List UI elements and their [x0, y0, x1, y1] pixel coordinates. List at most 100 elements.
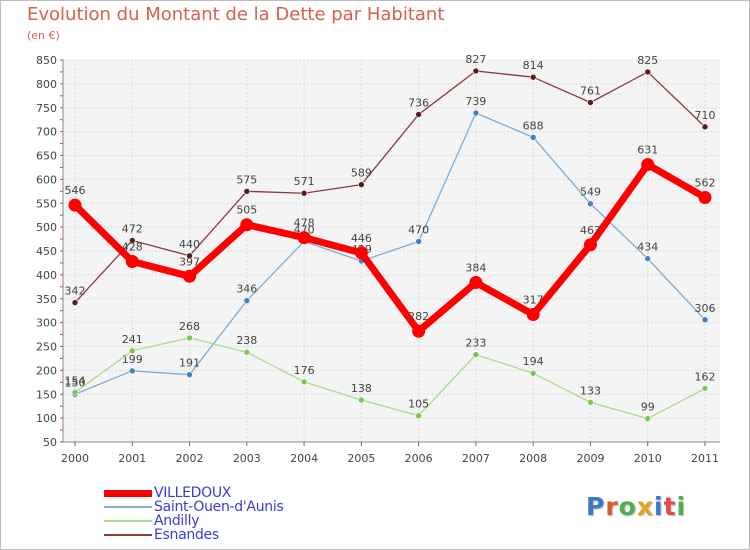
series-point-saint-ouen-d-aunis	[701, 316, 709, 324]
y-tick-label: 650	[36, 150, 57, 163]
series-point-villedoux	[125, 255, 139, 269]
series-point-villedoux	[641, 158, 655, 172]
series-point-saint-ouen-d-aunis	[472, 109, 480, 117]
data-label-villedoux: 428	[122, 241, 143, 254]
series-point-villedoux	[526, 308, 540, 322]
y-tick-label: 300	[36, 317, 57, 330]
series-point-esnandes	[71, 299, 79, 306]
x-tick-label: 2006	[405, 452, 433, 465]
y-tick-label: 800	[36, 78, 57, 91]
series-point-esnandes	[128, 237, 136, 244]
data-label-villedoux: 478	[294, 217, 315, 230]
data-label-andilly: 238	[236, 334, 257, 347]
legend-swatch	[104, 534, 152, 536]
data-label-villedoux: 446	[351, 232, 372, 245]
x-tick-label: 2007	[462, 452, 490, 465]
data-label-andilly: 99	[641, 401, 655, 414]
data-label-saint-ouen-d-aunis: 470	[408, 223, 429, 236]
series-point-andilly	[128, 347, 136, 355]
series-point-villedoux	[68, 198, 82, 212]
data-label-saint-ouen-d-aunis: 549	[580, 186, 601, 199]
chart-title: Evolution du Montant de la Dette par Hab…	[27, 4, 445, 25]
x-tick-label: 2000	[61, 452, 89, 465]
series-point-villedoux	[583, 238, 597, 252]
series-point-esnandes	[644, 68, 652, 76]
y-tick-label: 200	[36, 364, 57, 377]
logo-letter: P	[586, 492, 606, 521]
series-point-villedoux	[183, 269, 197, 283]
series-point-villedoux	[240, 218, 254, 232]
series-point-andilly	[71, 389, 79, 396]
series-point-andilly	[243, 348, 251, 356]
series-point-andilly	[472, 351, 480, 358]
data-label-esnandes: 814	[523, 59, 544, 72]
series-point-esnandes	[529, 73, 537, 81]
data-label-saint-ouen-d-aunis: 688	[523, 119, 544, 132]
data-label-saint-ouen-d-aunis: 191	[179, 357, 200, 370]
series-point-andilly	[300, 378, 308, 386]
data-label-andilly: 162	[695, 371, 716, 384]
data-label-villedoux: 384	[465, 262, 486, 275]
series-point-esnandes	[587, 99, 594, 106]
x-tick-label: 2009	[576, 452, 604, 465]
logo-letter: o	[618, 492, 637, 521]
y-tick-label: 500	[36, 221, 57, 234]
series-point-andilly	[415, 412, 422, 420]
series-point-esnandes	[243, 188, 251, 195]
series-line-esnandes	[74, 70, 706, 304]
series-point-villedoux	[412, 324, 426, 338]
series-point-andilly	[644, 415, 652, 422]
data-label-saint-ouen-d-aunis: 199	[122, 353, 143, 366]
data-label-andilly: 154	[65, 374, 86, 387]
x-tick-label: 2011	[691, 452, 719, 465]
series-point-esnandes	[415, 111, 422, 118]
series-point-saint-ouen-d-aunis	[529, 134, 537, 141]
x-tick-label: 2010	[634, 452, 662, 465]
data-label-andilly: 133	[580, 384, 601, 397]
series-point-esnandes	[300, 189, 308, 197]
data-label-andilly: 176	[294, 364, 315, 377]
data-label-villedoux: 505	[236, 204, 257, 217]
legend-label: Saint-Ouen-d'Aunis	[154, 499, 284, 515]
data-label-villedoux: 631	[637, 144, 658, 157]
y-tick-label: 150	[36, 388, 57, 401]
chart-subtitle: (en €)	[27, 29, 60, 42]
y-tick-label: 350	[36, 293, 57, 306]
legend-swatch	[104, 520, 152, 522]
data-label-andilly: 105	[408, 398, 429, 411]
y-tick-label: 700	[36, 126, 57, 139]
series-line-saint-ouen-d-aunis	[74, 112, 706, 395]
logo-letter: x	[636, 492, 654, 521]
data-label-andilly: 268	[179, 320, 200, 333]
data-label-saint-ouen-d-aunis: 434	[637, 241, 658, 254]
data-label-villedoux: 317	[523, 294, 544, 307]
y-tick-label: 100	[36, 412, 57, 425]
y-tick-label: 550	[36, 197, 57, 210]
series-point-esnandes	[358, 181, 365, 188]
series-point-andilly	[587, 399, 594, 406]
y-tick-label: 850	[36, 54, 57, 67]
series-point-saint-ouen-d-aunis	[186, 371, 193, 378]
series-point-andilly	[701, 385, 709, 392]
data-label-esnandes: 710	[695, 109, 716, 122]
series-point-villedoux	[354, 246, 368, 260]
series-point-andilly	[529, 369, 537, 377]
series-point-villedoux	[698, 191, 712, 205]
data-label-esnandes: 472	[122, 222, 143, 235]
x-tick-label: 2008	[519, 452, 547, 465]
data-label-saint-ouen-d-aunis: 150	[65, 376, 86, 389]
x-tick-label: 2002	[176, 452, 204, 465]
data-label-saint-ouen-d-aunis: 346	[236, 283, 257, 296]
data-label-esnandes: 827	[465, 53, 486, 66]
series-point-saint-ouen-d-aunis	[415, 238, 422, 245]
series-point-villedoux	[297, 231, 311, 245]
series-point-esnandes	[472, 67, 480, 75]
data-label-esnandes: 575	[236, 173, 257, 186]
data-label-saint-ouen-d-aunis: 739	[465, 95, 486, 108]
y-tick-label: 600	[36, 173, 57, 186]
series-point-saint-ouen-d-aunis	[128, 367, 136, 375]
data-label-andilly: 241	[122, 333, 143, 346]
y-tick-label: 750	[36, 102, 57, 115]
series-point-andilly	[358, 396, 365, 404]
y-tick-label: 400	[36, 269, 57, 282]
